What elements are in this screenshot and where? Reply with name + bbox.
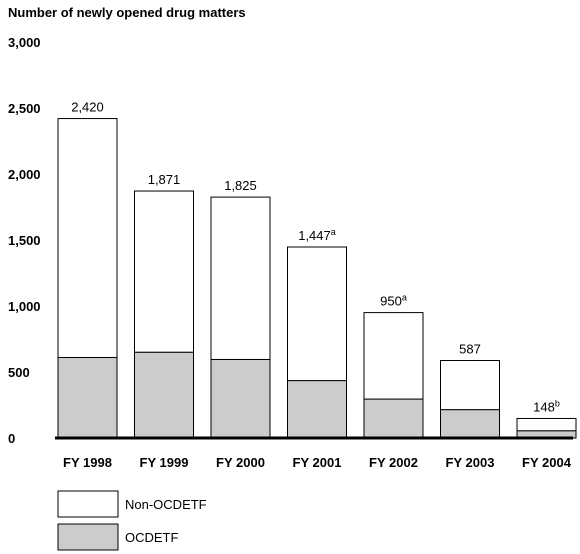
x-tick-label: FY 2000: [216, 455, 265, 470]
x-tick-label: FY 1999: [140, 455, 189, 470]
data-label: 1,825: [224, 178, 257, 193]
data-label: 2,420: [71, 100, 104, 115]
y-tick-label: 500: [8, 365, 30, 380]
y-tick-label: 2,000: [8, 167, 41, 182]
bar-ocdetf: [363, 398, 424, 439]
bar-non-ocdetf: [210, 196, 271, 360]
bar-non-ocdetf: [363, 312, 424, 400]
x-tick-label: FY 2003: [446, 455, 495, 470]
bar-non-ocdetf: [57, 118, 118, 358]
y-tick-label: 3,000: [8, 35, 41, 50]
data-label: 950a: [380, 293, 407, 309]
bar-non-ocdetf: [516, 417, 577, 432]
bar-ocdetf: [287, 380, 347, 439]
chart-title: Number of newly opened drug matters: [8, 5, 246, 20]
bar-ocdetf: [210, 358, 271, 439]
x-tick-label: FY 2001: [293, 455, 342, 470]
x-tick-label: FY 2002: [369, 455, 418, 470]
data-label: 1,447a: [298, 227, 336, 243]
data-label: 1,871: [148, 172, 181, 187]
y-tick-label: 2,500: [8, 101, 41, 116]
y-tick-label: 1,500: [8, 233, 41, 248]
legend-label: Non-OCDETF: [125, 497, 207, 512]
legend-swatch: [57, 523, 119, 551]
bar-ocdetf: [440, 409, 500, 439]
y-tick-label: 1,000: [8, 299, 41, 314]
bar-ocdetf: [57, 356, 118, 439]
x-tick-label: FY 1998: [63, 455, 112, 470]
legend-swatch: [57, 490, 119, 518]
y-tick-label: 0: [8, 431, 15, 446]
x-tick-label: FY 2004: [522, 455, 572, 470]
legend-label: OCDETF: [125, 530, 179, 545]
bar-non-ocdetf: [287, 246, 347, 382]
bar-non-ocdetf: [440, 360, 500, 411]
data-label: 148b: [533, 398, 560, 414]
data-label: 587: [459, 342, 481, 357]
bar-non-ocdetf: [134, 190, 194, 353]
bar-ocdetf: [134, 351, 194, 439]
